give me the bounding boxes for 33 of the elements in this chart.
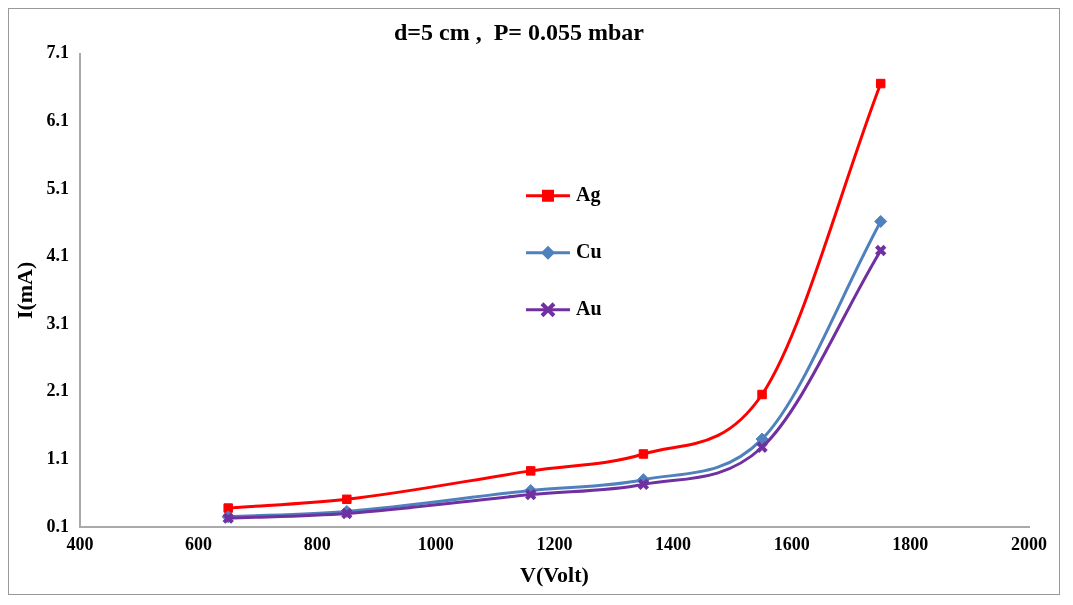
y-tick-label: 3.1 bbox=[46, 312, 69, 333]
x-tick-label: 1600 bbox=[773, 534, 810, 555]
point bbox=[342, 494, 352, 505]
point bbox=[637, 478, 650, 491]
y-tick-label: 1.1 bbox=[46, 448, 69, 469]
x-tick-label: 800 bbox=[303, 534, 331, 555]
y-axis-title: I(mA) bbox=[11, 261, 37, 320]
point bbox=[875, 78, 886, 89]
y-tick-label: 7.1 bbox=[46, 42, 69, 63]
point bbox=[223, 503, 233, 513]
x-tick-label: 400 bbox=[66, 534, 94, 555]
legend-label: Ag bbox=[575, 182, 601, 206]
y-tick-label: 4.1 bbox=[46, 245, 69, 266]
point bbox=[755, 440, 769, 454]
x-tick-label: 1000 bbox=[417, 534, 454, 555]
legend-label: Au bbox=[575, 296, 602, 319]
x-tick-label: 1400 bbox=[655, 534, 692, 555]
x-tick-label: 2000 bbox=[1011, 534, 1047, 555]
legend-label: Cu bbox=[575, 239, 602, 262]
point bbox=[757, 389, 767, 400]
point bbox=[524, 488, 537, 501]
point bbox=[525, 466, 536, 476]
x-tick-label: 600 bbox=[185, 534, 213, 555]
y-tick-label: 6.1 bbox=[46, 110, 69, 131]
y-tick-label: 0.1 bbox=[46, 515, 69, 536]
point bbox=[638, 449, 649, 459]
y-tick-label: 5.1 bbox=[46, 177, 69, 198]
x-tick-label: 1800 bbox=[892, 534, 929, 555]
point bbox=[874, 214, 888, 228]
x-axis-title: V(Volt) bbox=[520, 562, 589, 588]
y-tick-label: 2.1 bbox=[46, 380, 69, 401]
chart-title: d=5 cm , P= 0.055 mbar bbox=[394, 18, 645, 45]
x-tick-label: 1200 bbox=[536, 534, 573, 555]
